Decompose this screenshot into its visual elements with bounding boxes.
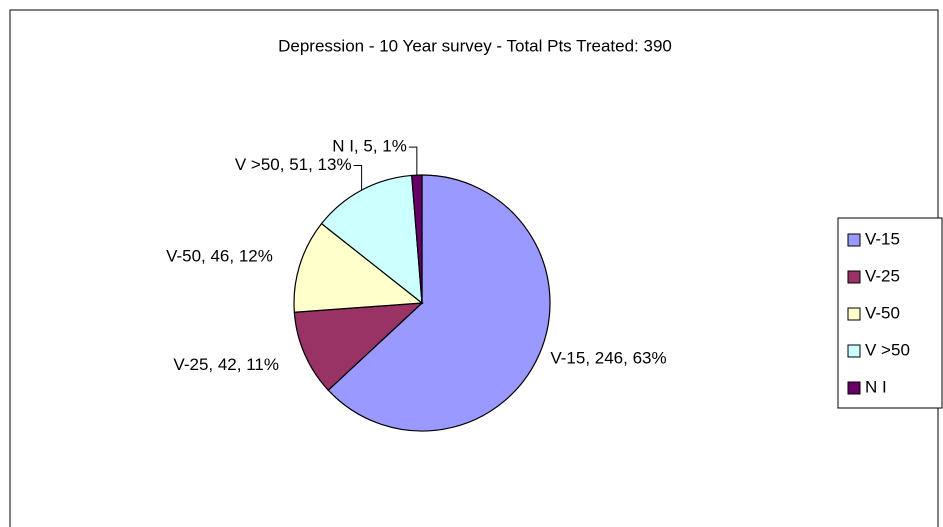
pie-slice [320,174,423,305]
leader-line [353,164,363,191]
legend-swatch [847,381,861,395]
pie-slice [293,222,424,313]
data-label: V-50, 46, 12% [166,247,273,266]
legend-label: V >50 [865,340,910,359]
legend-label: V-15 [865,229,900,248]
legend-label: V-25 [865,266,900,285]
legend-swatch [847,344,861,358]
chart-title: Depression - 10 Year survey - Total Pts … [278,36,672,55]
data-label: V-15, 246, 63% [550,348,666,367]
legend-swatch [847,270,861,284]
data-label: N I, 5, 1% [332,137,407,156]
legend-label: V-50 [865,303,900,322]
data-label: V >50, 51, 13% [235,155,352,174]
pie-slice [327,174,551,432]
legend-swatch [847,307,861,321]
legend-swatch [847,233,861,247]
leader-line [408,146,418,176]
data-label: V-25, 42, 11% [173,355,279,374]
legend-label: N I [865,377,887,396]
pie-slice [293,302,424,392]
